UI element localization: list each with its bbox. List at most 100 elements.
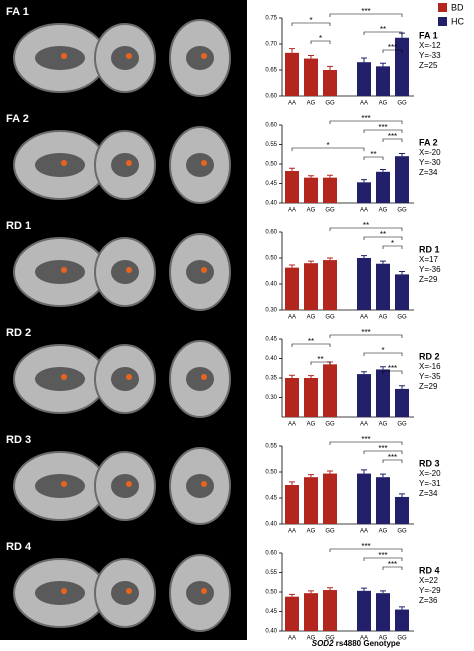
coordinate: Z=25 [419, 61, 438, 70]
error-bar [361, 587, 367, 591]
y-tick-label: 0.50 [265, 256, 277, 262]
x-tick-label: AG [307, 636, 316, 642]
bar [285, 171, 299, 203]
y-tick-label: 0.50 [265, 162, 277, 168]
x-tick-label: GG [397, 315, 407, 321]
y-tick-label: 0.50 [265, 590, 277, 596]
significance-bracket [363, 352, 403, 356]
coordinate: X=-20 [419, 469, 441, 478]
brain-structure [186, 46, 214, 70]
error-bar [308, 590, 314, 594]
x-tick-label: AG [307, 315, 316, 321]
y-tick-label: 0.40 [265, 629, 277, 635]
chart-label: FA 1 [419, 30, 438, 40]
y-tick-label: 0.55 [265, 570, 277, 576]
bar [323, 70, 337, 96]
coordinate: Y=-29 [419, 586, 441, 595]
bar [395, 609, 409, 631]
chart-label: FA 2 [419, 137, 438, 147]
activation-spot [126, 267, 132, 273]
significance-bracket [382, 566, 403, 570]
brain-structure [35, 260, 85, 284]
bar [395, 388, 409, 417]
significance-label: *** [361, 542, 370, 551]
bar [285, 485, 299, 524]
bar [304, 263, 318, 310]
significance-bracket [329, 441, 403, 445]
significance-label: *** [378, 123, 387, 132]
error-bar [361, 255, 367, 258]
x-tick-label: GG [325, 529, 335, 535]
coordinate: Z=29 [419, 382, 438, 391]
bar [357, 182, 371, 203]
coordinate: X=17 [419, 255, 438, 264]
x-tick-label: AG [379, 315, 388, 321]
y-tick-label: 0.45 [265, 496, 277, 502]
activation-spot [126, 588, 132, 594]
error-bar [327, 470, 333, 474]
x-tick-label: AA [360, 315, 368, 321]
error-bar [308, 175, 314, 178]
brain-structure [35, 153, 85, 177]
y-tick-label: 0.40 [265, 522, 277, 528]
coordinate: Z=36 [419, 596, 438, 605]
x-tick-label: AG [307, 529, 316, 535]
significance-label: * [319, 34, 322, 43]
x-tick-label: GG [397, 529, 407, 535]
error-bar [289, 374, 295, 378]
chart-label: RD 2 [419, 351, 440, 361]
bar [395, 156, 409, 203]
x-tick-label: AG [307, 208, 316, 214]
x-tick-label: AA [288, 101, 296, 107]
activation-spot [61, 267, 67, 273]
coordinate: X=-20 [419, 148, 441, 157]
significance-label: * [381, 346, 384, 355]
panel-label: RD 1 [6, 220, 31, 232]
significance-bracket [291, 343, 331, 347]
bar [357, 258, 371, 310]
bar [323, 473, 337, 524]
significance-bracket [363, 129, 403, 133]
significance-bracket [310, 361, 331, 365]
bar [357, 62, 371, 96]
significance-label: ** [370, 150, 376, 159]
x-tick-label: AG [379, 422, 388, 428]
brain-structure [111, 153, 139, 177]
legend-label: HC [451, 16, 464, 26]
bar [323, 260, 337, 310]
brain-structure [186, 153, 214, 177]
bar [304, 177, 318, 203]
y-tick-label: 0.55 [265, 142, 277, 148]
error-bar [399, 606, 405, 610]
significance-bracket [310, 40, 331, 44]
significance-bracket [382, 245, 403, 249]
significance-bracket [382, 370, 403, 374]
activation-spot [201, 481, 207, 487]
significance-label: ** [380, 230, 386, 239]
activation-spot [61, 588, 67, 594]
gene-name: SOD2 [312, 639, 334, 648]
bar [395, 37, 409, 96]
activation-spot [201, 160, 207, 166]
significance-bracket [329, 548, 403, 552]
coordinate: Y=-31 [419, 479, 441, 488]
y-tick-label: 0.60 [265, 551, 277, 557]
x-tick-label: GG [397, 208, 407, 214]
x-tick-label: GG [325, 422, 335, 428]
x-tick-label: GG [325, 636, 335, 642]
bar [376, 171, 390, 203]
error-bar [327, 257, 333, 261]
x-tick-label: AA [360, 636, 368, 642]
bar [285, 596, 299, 631]
error-bar [308, 260, 314, 264]
activation-spot [61, 481, 67, 487]
error-bar [399, 493, 405, 497]
coordinate: Y=-36 [419, 265, 441, 274]
x-tick-label: AG [379, 636, 388, 642]
brain-structure [35, 581, 85, 605]
significance-bracket [363, 236, 403, 240]
brain-structure [186, 260, 214, 284]
panel-label: FA 1 [6, 6, 29, 18]
error-bar [289, 593, 295, 597]
brain-structure [186, 474, 214, 498]
